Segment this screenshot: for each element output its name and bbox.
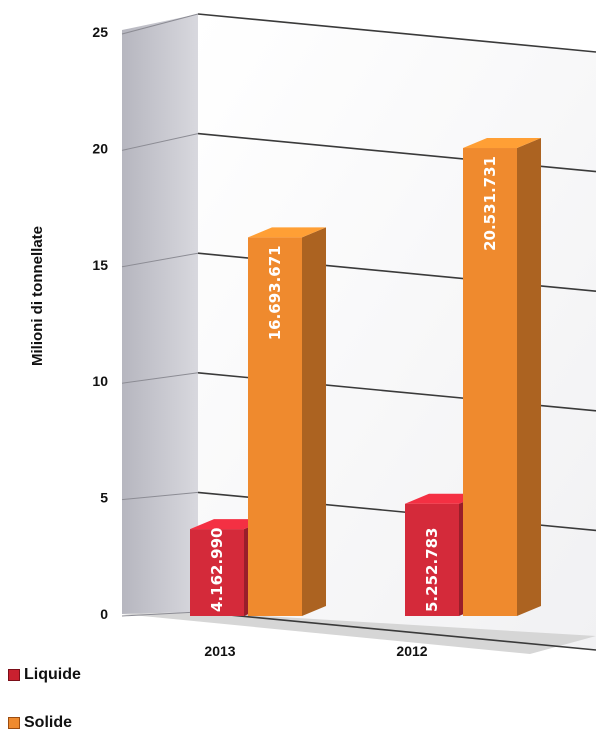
bar-top (463, 138, 541, 149)
y-tick-label: 15 (92, 257, 108, 273)
side-gridline (121, 491, 199, 501)
y-axis: 0 5 10 15 20 25 (92, 24, 108, 622)
data-label: 5.252.783 (423, 528, 441, 612)
bar (190, 529, 244, 616)
side-gridline (121, 372, 199, 384)
legend-item-solide: Solide (8, 714, 72, 732)
side-gridline (121, 252, 199, 268)
data-label: 16.693.671 (266, 245, 284, 340)
side-gridline (121, 611, 199, 617)
legend-label-liquide: Liquide (24, 666, 81, 683)
legend-label-solide: Solide (24, 714, 73, 731)
legend-swatch-solide (8, 717, 20, 729)
bar-side (517, 138, 541, 616)
data-label: 20.531.731 (481, 156, 499, 251)
x-axis: 2013 2012 (204, 643, 427, 659)
y-tick-label: 0 (100, 606, 108, 622)
legend-item-liquide: Liquide (8, 666, 81, 684)
y-tick-label: 5 (100, 490, 108, 506)
floor (122, 612, 596, 654)
side-gridline (121, 13, 199, 35)
data-label: 4.162.990 (208, 528, 226, 612)
bar (405, 503, 459, 616)
bar-side (302, 227, 326, 616)
bars: 4.162.990 16.693.671 5.252.783 20.531.731 (190, 138, 541, 616)
side-wall (122, 14, 198, 614)
gridline (197, 611, 596, 651)
x-tick-label: 2013 (204, 643, 235, 659)
bar-top (248, 227, 326, 238)
bar (463, 148, 517, 616)
legend-swatch-liquide (8, 669, 20, 681)
y-tick-label: 10 (92, 373, 108, 389)
y-tick-label: 25 (92, 24, 108, 40)
bar (248, 237, 302, 616)
y-tick-label: 20 (92, 140, 108, 156)
gridline (197, 13, 596, 53)
side-gridline (121, 133, 199, 151)
y-axis-title: Milioni di tonnellate (29, 226, 46, 366)
x-tick-label: 2012 (396, 643, 427, 659)
